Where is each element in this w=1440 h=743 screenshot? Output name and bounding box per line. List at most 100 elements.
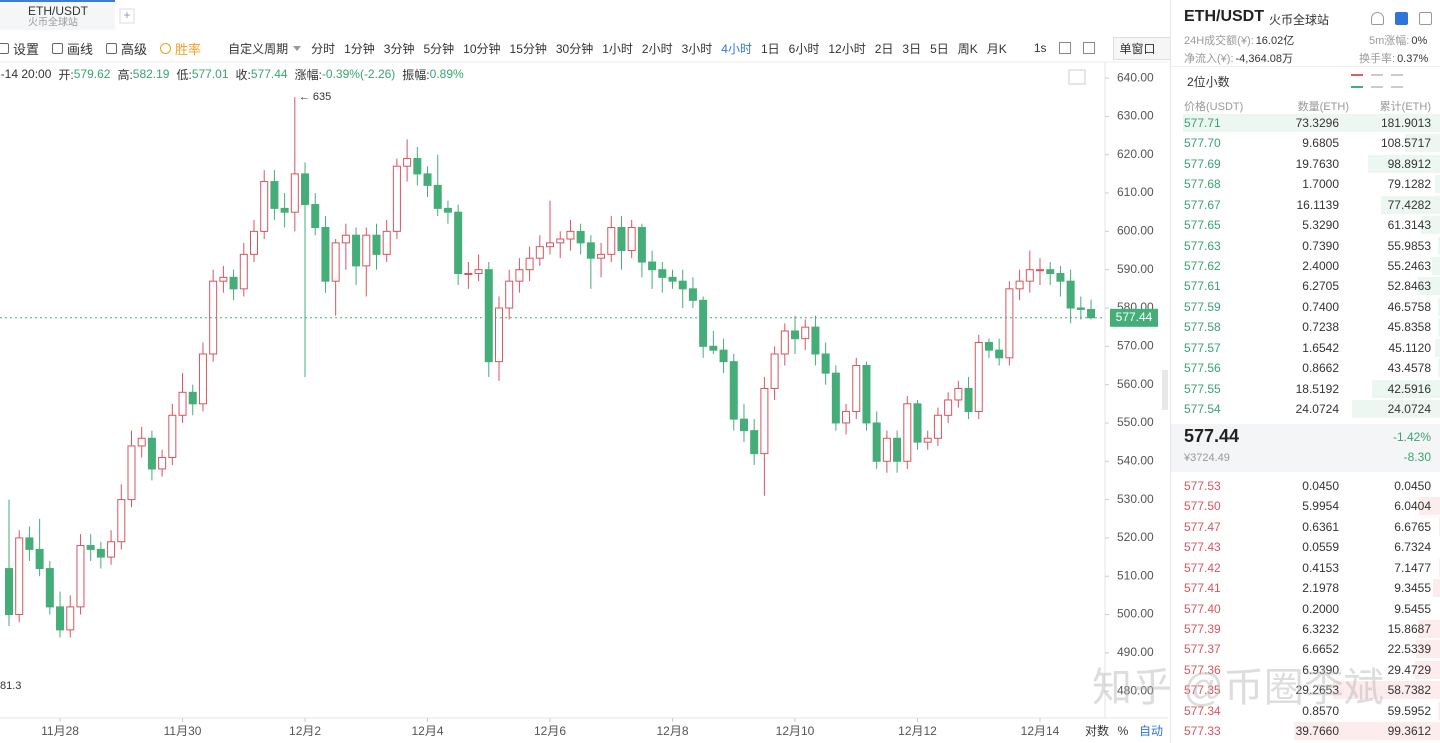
period[interactable]: 4小时	[721, 41, 752, 56]
info-text: 2-14 20:00	[0, 67, 52, 81]
period[interactable]: 30分钟	[555, 41, 594, 56]
order-row[interactable]: 577.68 1.7000 79.1282	[1171, 174, 1440, 194]
period[interactable]: 3分钟	[383, 41, 415, 56]
period[interactable]: 5日	[930, 41, 949, 56]
cumulative: 98.8912	[1387, 156, 1431, 171]
period[interactable]: 3日	[902, 41, 922, 56]
quantity: 0.0450	[1302, 479, 1339, 493]
period[interactable]: 分时	[311, 41, 336, 56]
tool-icon	[52, 42, 64, 54]
order-row[interactable]: 577.58 0.7238 45.8358	[1171, 317, 1440, 337]
depth-bar	[1417, 620, 1440, 638]
order-row[interactable]: 577.55 18.5192 42.5916	[1171, 379, 1440, 399]
period[interactable]: 3小时	[681, 41, 713, 56]
panel-icon[interactable]	[1419, 12, 1432, 25]
period[interactable]: 6小时	[788, 41, 820, 56]
order-row[interactable]: 577.39 6.3232 15.8687	[1171, 619, 1440, 639]
order-row[interactable]: 577.57 1.6542 45.1120	[1171, 338, 1440, 358]
order-row[interactable]: 577.54 24.0724 24.0724	[1171, 399, 1440, 419]
order-row[interactable]: 577.42 0.4153 7.1477	[1171, 558, 1440, 578]
speed[interactable]: 1s	[1033, 41, 1047, 55]
panel-icon[interactable]	[1371, 12, 1384, 25]
candle-body	[893, 437, 902, 462]
period[interactable]: 10分钟	[463, 41, 501, 56]
order-row[interactable]: 577.34 0.8570 59.5952	[1171, 701, 1440, 721]
candle-body	[137, 437, 146, 447]
period[interactable]: 周K	[957, 41, 978, 56]
period[interactable]: 12小时	[828, 41, 866, 56]
candle-body	[801, 326, 810, 340]
price: 577.62	[1184, 259, 1221, 273]
cumulative: 6.6765	[1394, 519, 1431, 534]
candle-body	[1066, 280, 1075, 309]
candle-body	[474, 269, 483, 275]
order-row[interactable]: 577.50 5.9954 6.0404	[1171, 496, 1440, 516]
low-annotation: 81.3	[0, 680, 21, 692]
window-select[interactable]: 单窗口	[1112, 36, 1171, 60]
candle-body	[66, 606, 75, 631]
depth-bar	[1438, 517, 1440, 536]
add-tab[interactable]	[119, 8, 135, 24]
custom-period[interactable]: 自定义周期	[228, 41, 289, 56]
panel-icon[interactable]	[1395, 12, 1408, 25]
tab[interactable]	[0, 0, 115, 30]
axis-button[interactable]: %	[1118, 724, 1129, 738]
layout-icon[interactable]	[1351, 74, 1363, 88]
info-text: 开:	[58, 67, 74, 82]
period[interactable]: 1分钟	[344, 41, 375, 56]
tool[interactable]: 设置	[13, 41, 40, 57]
quantity: 6.3232	[1302, 622, 1339, 636]
icon-fs[interactable]	[1058, 42, 1071, 54]
order-row[interactable]: 577.37 6.6652 22.5339	[1171, 639, 1440, 659]
order-row[interactable]: 577.71 73.3296 181.9013	[1171, 113, 1440, 133]
candle-body	[699, 299, 708, 347]
order-row[interactable]: 577.67 16.1139 77.4282	[1171, 195, 1440, 215]
order-row[interactable]: 577.43 0.0559 6.7324	[1171, 537, 1440, 557]
order-row[interactable]: 577.40 0.2000 9.5455	[1171, 599, 1440, 619]
order-row[interactable]: 577.63 0.7390 55.9853	[1171, 236, 1440, 256]
period[interactable]: 5分钟	[423, 41, 455, 56]
price: 577.71	[1184, 116, 1221, 130]
price: 577.55	[1184, 381, 1221, 396]
candle-body	[382, 230, 391, 255]
panel-toggle[interactable]	[1162, 370, 1168, 410]
period[interactable]: 月K	[986, 41, 1007, 56]
candle-body	[443, 207, 452, 213]
order-row[interactable]: 577.33 39.7660 99.3612	[1171, 721, 1440, 741]
order-row[interactable]: 577.61 6.2705 52.8463	[1171, 276, 1440, 296]
cumulative: 9.5455	[1394, 601, 1431, 616]
order-row[interactable]: 577.62 2.4000 55.2463	[1171, 256, 1440, 276]
cumulative: 6.7324	[1394, 540, 1431, 555]
axis-button[interactable]: 自动	[1139, 724, 1163, 738]
icon-pop[interactable]	[1082, 42, 1095, 54]
cumulative: 24.0724	[1387, 402, 1431, 417]
period[interactable]: 15分钟	[509, 41, 547, 56]
candle-body	[515, 269, 524, 282]
order-row[interactable]: 577.41 2.1978 9.3455	[1171, 578, 1440, 598]
period[interactable]: 2小时	[641, 41, 673, 56]
order-row[interactable]: 577.70 9.6805 108.5717	[1171, 133, 1440, 153]
candle-body	[831, 372, 840, 424]
layout-icon[interactable]	[1391, 74, 1403, 88]
period[interactable]: 1日	[760, 41, 780, 56]
period[interactable]: 2日	[874, 41, 894, 56]
tool[interactable]: 高级	[121, 41, 148, 57]
axis-button[interactable]: 对数	[1085, 723, 1109, 738]
order-row[interactable]: 577.56 0.8662 43.4578	[1171, 358, 1440, 378]
x-tick-label: 12月12	[898, 724, 937, 738]
order-row[interactable]: 577.59 0.7400 46.5758	[1171, 297, 1440, 317]
y-tick-label: 640.00	[1117, 70, 1154, 84]
order-row[interactable]: 577.69 19.7630 98.8912	[1171, 154, 1440, 174]
order-row[interactable]: 577.65 5.3290 61.3143	[1171, 215, 1440, 235]
tool[interactable]: 胜率	[175, 41, 202, 57]
layout-icon[interactable]	[1371, 74, 1383, 88]
order-row[interactable]: 577.47 0.6361 6.6765	[1171, 517, 1440, 537]
fullscreen-icon[interactable]	[1068, 69, 1086, 85]
candle-body	[821, 353, 830, 374]
order-row[interactable]: 577.53 0.0450 0.0450	[1171, 476, 1440, 496]
cumulative: 58.7382	[1387, 683, 1431, 698]
period[interactable]: 1小时	[602, 41, 633, 56]
tool[interactable]: 画线	[67, 41, 94, 57]
order-row[interactable]: 577.36 6.9390 29.4729	[1171, 660, 1440, 680]
order-row[interactable]: 577.35 29.2653 58.7382	[1171, 680, 1440, 700]
